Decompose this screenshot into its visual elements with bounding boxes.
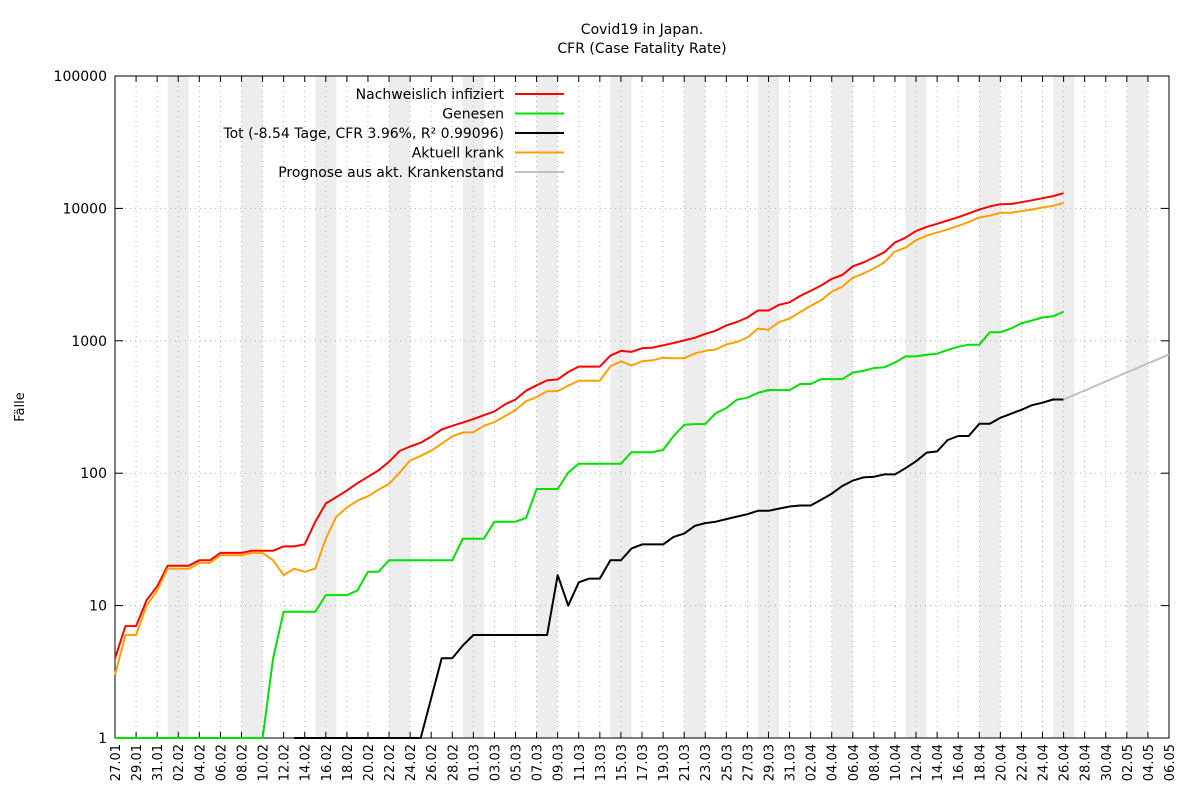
y-axis-label: Fälle (13, 392, 28, 421)
x-tick-label: 26.04 (1058, 744, 1073, 781)
x-tick-label: 29.03 (762, 744, 777, 781)
series-line (114, 202, 1064, 676)
x-tick-label: 06.02 (214, 744, 229, 781)
weekend-band (241, 76, 263, 738)
weekend-band (389, 76, 411, 738)
x-tick-label: 24.02 (404, 744, 419, 781)
x-tick-label: 08.04 (868, 744, 883, 781)
x-tick-label: 30.04 (1100, 744, 1115, 781)
x-tick-label: 04.05 (1142, 744, 1157, 781)
weekend-band (536, 76, 558, 738)
legend: Nachweislich infiziert Genesen Tot (-8.54 … (222, 87, 564, 181)
x-tick-label: 14.02 (299, 744, 314, 781)
legend-label: Genesen (442, 107, 504, 123)
legend-label: Prognose aus akt. Krankenstand (278, 165, 504, 181)
x-tick-label: 28.02 (446, 744, 461, 781)
x-tick-label: 28.04 (1079, 744, 1094, 781)
x-tick-label: 23.03 (699, 744, 714, 781)
legend-label: Nachweislich infiziert (356, 87, 505, 103)
weekend-band (979, 76, 1001, 738)
series-line (294, 398, 1064, 739)
x-tick-label: 14.04 (931, 744, 946, 781)
x-tick-label: 06.05 (1163, 744, 1178, 781)
x-tick-label: 17.03 (636, 744, 651, 781)
x-tick-label: 18.04 (973, 744, 988, 781)
legend-label: Aktuell krank (412, 146, 505, 162)
x-tick-label: 10.02 (257, 744, 272, 781)
grid-lines (114, 75, 1170, 739)
x-tick-label: 13.03 (594, 744, 609, 781)
x-tick-label: 04.02 (193, 744, 208, 781)
x-tick-label: 04.04 (826, 744, 841, 781)
x-tick-label: 25.03 (720, 744, 735, 781)
y-tick-label: 1000 (71, 334, 107, 350)
y-axis-ticks: 1 10 100 1000 10000 100000 (54, 69, 1169, 747)
weekend-band (684, 76, 706, 738)
x-tick-label: 24.04 (1037, 744, 1052, 781)
x-tick-label: 16.04 (952, 744, 967, 781)
x-tick-label: 27.03 (741, 744, 756, 781)
x-tick-label: 31.03 (784, 744, 799, 781)
series-line (114, 192, 1064, 659)
x-tick-label: 15.03 (615, 744, 630, 781)
y-tick-label: 100000 (54, 69, 107, 85)
chart-title: Covid19 in Japan. (581, 22, 703, 38)
x-tick-label: 07.03 (531, 744, 546, 781)
x-tick-label: 18.02 (341, 744, 356, 781)
x-tick-label: 02.04 (805, 744, 820, 781)
x-tick-label: 12.02 (278, 744, 293, 781)
x-tick-label: 09.03 (552, 744, 567, 781)
x-tick-label: 02.05 (1121, 744, 1136, 781)
x-tick-label: 29.01 (130, 744, 145, 781)
x-axis-ticks: 27.01 29.01 31.01 02.02 04.02 06.02 08.02 10.02… (109, 76, 1178, 781)
chart-subtitle: CFR (Case Fatality Rate) (557, 41, 726, 57)
y-tick-label: 100 (80, 466, 107, 482)
x-tick-label: 06.04 (847, 744, 862, 781)
x-tick-label: 22.04 (1015, 744, 1030, 781)
series-line (1063, 353, 1170, 401)
x-tick-label: 12.04 (910, 744, 925, 781)
x-tick-label: 05.03 (510, 744, 525, 781)
y-tick-label: 10000 (62, 201, 107, 217)
y-tick-label: 10 (89, 599, 107, 615)
x-tick-label: 01.03 (467, 744, 482, 781)
weekend-band (831, 76, 853, 738)
x-tick-label: 11.03 (573, 744, 588, 781)
x-tick-label: 20.04 (994, 744, 1009, 781)
weekend-band (1126, 76, 1148, 738)
series-line (115, 310, 1065, 739)
series-lines (114, 192, 1170, 739)
x-tick-label: 27.01 (109, 744, 124, 781)
x-tick-label: 16.02 (320, 744, 335, 781)
x-tick-label: 08.02 (235, 744, 250, 781)
y-tick-label: 1 (98, 731, 107, 747)
x-tick-label: 03.03 (488, 744, 503, 781)
x-tick-label: 02.02 (172, 744, 187, 781)
x-tick-label: 19.03 (657, 744, 672, 781)
x-tick-label: 26.02 (425, 744, 440, 781)
x-tick-label: 22.02 (383, 744, 398, 781)
x-tick-label: 10.04 (889, 744, 904, 781)
legend-label: Tot (-8.54 Tage, CFR 3.96%, R² 0.99096) (222, 126, 504, 142)
x-tick-label: 31.01 (151, 744, 166, 781)
x-tick-label: 21.03 (678, 744, 693, 781)
x-tick-label: 20.02 (362, 744, 377, 781)
